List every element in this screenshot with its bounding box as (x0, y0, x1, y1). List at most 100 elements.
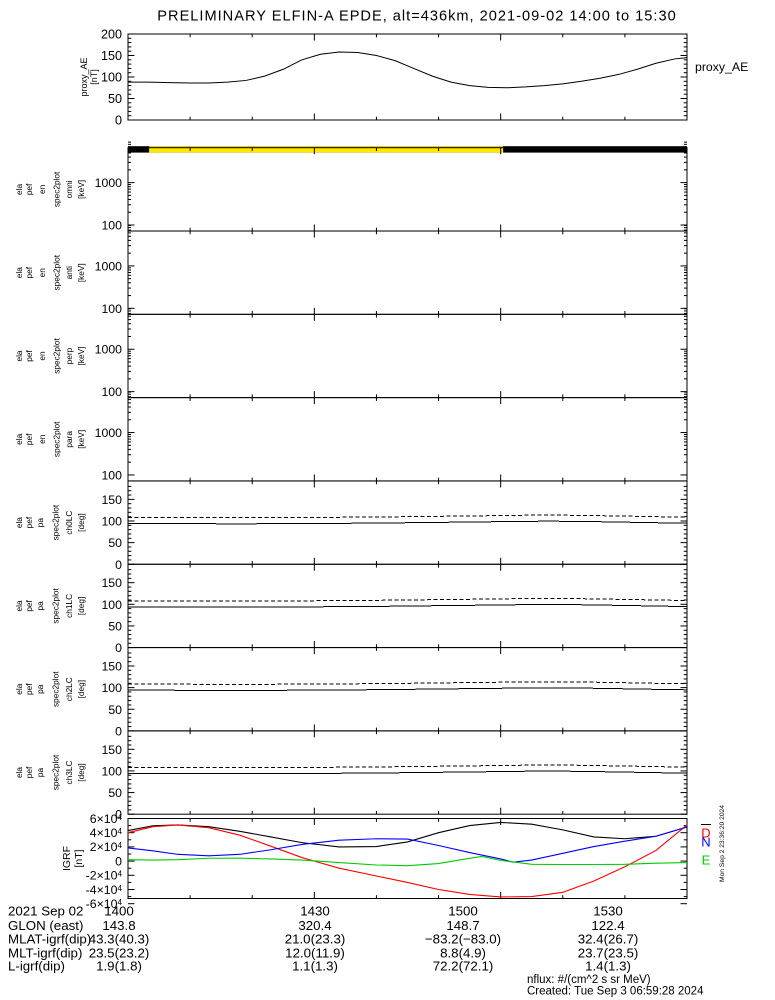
svg-text:50: 50 (108, 619, 122, 633)
svg-text:[deg]: [deg] (76, 680, 86, 698)
svg-text:[deg]: [deg] (76, 597, 86, 615)
svg-text:0: 0 (115, 114, 122, 128)
svg-text:nflux: #/(cm^2 s sr MeV): nflux: #/(cm^2 s sr MeV) (527, 974, 651, 986)
svg-text:1400: 1400 (104, 904, 134, 919)
svg-text:100: 100 (101, 385, 122, 399)
svg-text:spec2plot: spec2plot (52, 254, 62, 290)
svg-text:IGRF: IGRF (61, 846, 73, 871)
svg-text:1430: 1430 (300, 904, 330, 919)
svg-text:spec2plot: spec2plot (51, 754, 61, 790)
svg-text:spec2plot: spec2plot (51, 671, 61, 707)
svg-text:pef: pef (24, 266, 34, 278)
svg-text:1000: 1000 (95, 426, 123, 440)
svg-text:L-igrf(dip): L-igrf(dip) (8, 959, 65, 974)
svg-text:proxy_AE: proxy_AE (79, 57, 89, 96)
svg-text:200: 200 (101, 28, 122, 42)
svg-text:0: 0 (115, 641, 122, 655)
svg-text:150: 150 (101, 659, 122, 673)
svg-text:pa: pa (35, 601, 45, 611)
svg-text:1000: 1000 (95, 259, 123, 273)
svg-text:ela: ela (14, 183, 24, 194)
svg-text:150: 150 (101, 743, 122, 757)
svg-text:1000: 1000 (95, 343, 123, 357)
svg-text:ela: ela (14, 267, 24, 278)
svg-text:ela: ela (14, 767, 24, 778)
svg-text:en: en (37, 351, 47, 361)
svg-text:E: E (702, 853, 711, 868)
svg-text:50: 50 (108, 703, 122, 717)
svg-text:spec2plot: spec2plot (52, 171, 62, 207)
svg-text:ch2LC: ch2LC (64, 677, 74, 701)
svg-text:[keV]: [keV] (76, 347, 86, 366)
svg-text:100: 100 (101, 681, 122, 695)
svg-text:Created: Tue Sep 3 06:59:28 2: Created: Tue Sep 3 06:59:28 2024 (527, 986, 704, 998)
svg-text:ela: ela (14, 683, 24, 694)
svg-text:100: 100 (101, 764, 122, 778)
svg-text:pef: pef (24, 433, 34, 445)
svg-text:ela: ela (14, 517, 24, 528)
svg-text:pa: pa (35, 768, 45, 778)
svg-text:[nT]: [nT] (89, 69, 99, 85)
svg-text:ch1LC: ch1LC (64, 594, 74, 618)
svg-text:50: 50 (108, 536, 122, 550)
svg-text:72.2(72.1): 72.2(72.1) (433, 959, 494, 974)
svg-text:2021 Sep 02: 2021 Sep 02 (8, 904, 83, 919)
svg-text:PRELIMINARY ELFIN-A EPDE, alt=: PRELIMINARY ELFIN-A EPDE, alt=436km, 202… (157, 9, 676, 25)
svg-text:spec2plot: spec2plot (51, 504, 61, 540)
svg-text:spec2plot: spec2plot (52, 338, 62, 374)
svg-text:[keV]: [keV] (76, 180, 86, 199)
svg-text:1.9(1.8): 1.9(1.8) (96, 959, 142, 974)
svg-text:perp: perp (64, 347, 74, 364)
svg-text:en: en (37, 268, 47, 278)
svg-text:spec2plot: spec2plot (51, 587, 61, 623)
svg-text:pef: pef (24, 350, 34, 362)
svg-text:pef: pef (24, 183, 34, 195)
svg-text:spec2plot: spec2plot (52, 421, 62, 457)
svg-text:100: 100 (101, 302, 122, 316)
svg-text:pef: pef (24, 516, 34, 528)
svg-text:pa: pa (35, 518, 45, 528)
svg-text:150: 150 (101, 576, 122, 590)
svg-text:0: 0 (115, 724, 122, 738)
svg-text:-2×104: -2×104 (86, 869, 123, 883)
svg-text:pef: pef (24, 599, 34, 611)
svg-text:1500: 1500 (448, 904, 478, 919)
svg-text:[keV]: [keV] (76, 430, 86, 449)
svg-text:pef: pef (24, 683, 34, 695)
svg-text:100: 100 (101, 515, 122, 529)
svg-text:anti: anti (64, 266, 74, 280)
svg-text:en: en (37, 434, 47, 444)
svg-text:100: 100 (101, 598, 122, 612)
svg-text:[keV]: [keV] (76, 263, 86, 282)
svg-text:50: 50 (108, 786, 122, 800)
svg-text:1000: 1000 (95, 176, 123, 190)
svg-text:ela: ela (14, 350, 24, 361)
svg-text:1.4(1.3): 1.4(1.3) (585, 959, 631, 974)
svg-text:omni: omni (64, 180, 74, 198)
svg-text:pef: pef (24, 766, 34, 778)
svg-text:en: en (37, 184, 47, 194)
svg-text:0: 0 (115, 558, 122, 572)
svg-text:50: 50 (108, 92, 122, 106)
svg-text:ch3LC: ch3LC (64, 761, 74, 785)
svg-text:para: para (64, 431, 74, 448)
svg-text:ela: ela (14, 600, 24, 611)
svg-text:N: N (701, 835, 710, 850)
svg-text:100: 100 (101, 71, 122, 85)
svg-text:150: 150 (101, 49, 122, 63)
svg-text:proxy_AE: proxy_AE (695, 60, 748, 74)
svg-text:100: 100 (101, 219, 122, 233)
svg-text:ch0LC: ch0LC (64, 511, 74, 535)
svg-text:[nT]: [nT] (73, 849, 85, 867)
svg-text:1530: 1530 (593, 904, 623, 919)
svg-text:100: 100 (101, 468, 122, 482)
svg-text:pa: pa (35, 684, 45, 694)
svg-text:[deg]: [deg] (76, 513, 86, 531)
svg-text:0: 0 (115, 854, 122, 868)
svg-text:ela: ela (14, 433, 24, 444)
svg-text:-4×104: -4×104 (86, 883, 123, 897)
svg-text:[deg]: [deg] (76, 763, 86, 781)
svg-text:Mon Sep 2 23:36:20 2024: Mon Sep 2 23:36:20 2024 (719, 805, 726, 882)
svg-text:150: 150 (101, 493, 122, 507)
svg-text:1.1(1.3): 1.1(1.3) (292, 959, 338, 974)
